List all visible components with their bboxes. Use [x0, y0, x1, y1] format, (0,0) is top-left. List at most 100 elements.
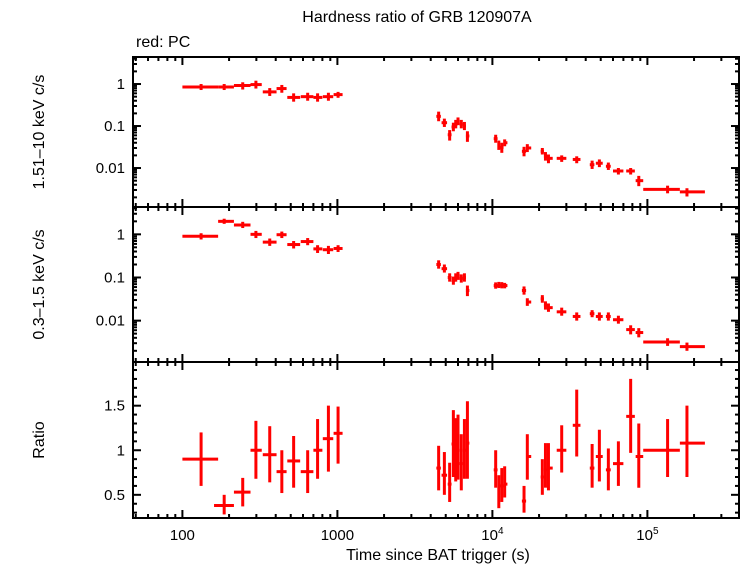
y-tick-label: 1: [117, 226, 125, 243]
data-point: [543, 152, 547, 161]
data-point: [250, 80, 262, 89]
x-tick-label: 104: [481, 526, 504, 544]
data-point: [626, 378, 635, 453]
data-point: [456, 271, 460, 280]
data-point: [233, 477, 251, 507]
data-point: [521, 146, 527, 157]
data-point: [262, 238, 277, 246]
data-point: [333, 406, 343, 464]
data-point: [287, 93, 301, 102]
y-axis-label: 0.3–1.5 keV c/s: [31, 229, 48, 339]
data-point: [556, 425, 567, 473]
x-tick-label: 100: [170, 527, 195, 544]
y-tick-label: 1: [117, 442, 125, 459]
data-point: [605, 162, 611, 170]
data-point: [543, 301, 547, 310]
data-point: [493, 282, 498, 289]
data-point: [643, 338, 680, 346]
data-point: [497, 475, 501, 509]
data-point: [459, 119, 463, 129]
data-point: [572, 312, 581, 321]
data-point: [546, 303, 553, 312]
data-point: [493, 450, 498, 488]
data-point: [465, 401, 470, 479]
data-point: [276, 450, 287, 494]
data-point: [300, 450, 314, 494]
data-point: [503, 466, 508, 498]
data-point: [276, 231, 287, 239]
data-point: [436, 260, 441, 269]
data-point: [540, 147, 544, 155]
data-point: [605, 312, 611, 321]
data-point: [436, 111, 441, 122]
data-point: [447, 130, 452, 141]
data-point: [300, 92, 314, 101]
data-point: [218, 84, 234, 91]
y-tick-label: 1.5: [104, 398, 125, 415]
data-point: [250, 230, 262, 239]
data-point: [465, 285, 470, 297]
y-tick-label: 0.01: [96, 160, 125, 177]
legend-text: red: PC: [136, 34, 190, 51]
data-point: [589, 444, 595, 488]
data-point: [613, 168, 624, 175]
data-point: [182, 84, 219, 91]
data-point: [456, 414, 460, 480]
data-point: [613, 315, 624, 324]
data-point: [218, 218, 234, 224]
data-point: [500, 142, 504, 153]
data-point: [679, 405, 705, 477]
data-point: [214, 494, 234, 515]
data-point: [595, 312, 603, 321]
x-tick-label: 1000: [321, 527, 354, 544]
data-point: [626, 325, 635, 335]
data-point: [635, 328, 644, 338]
data-point: [679, 342, 705, 351]
data-point: [572, 156, 581, 164]
data-point: [503, 282, 508, 289]
data-point: [233, 221, 251, 229]
data-point: [525, 434, 532, 480]
data-point: [595, 429, 603, 482]
panel-hard-band: 1 0.1 0.01 1.51–10 keV c/s: [31, 56, 740, 208]
y-tick-label: 0.5: [104, 487, 125, 504]
data-point: [540, 295, 544, 303]
data-point: [679, 188, 705, 197]
x-tick-label: 105: [636, 526, 659, 544]
data-point: [556, 307, 567, 316]
panel-frame: [132, 56, 740, 208]
panel-frame: [132, 206, 740, 363]
x-tick-exponent: 5: [653, 526, 659, 537]
data-point: [287, 435, 301, 488]
data-point: [635, 175, 644, 187]
data-point: [459, 434, 463, 491]
data-point: [182, 233, 219, 240]
data-point: [589, 310, 595, 318]
data-point: [262, 426, 277, 483]
data-point: [250, 420, 262, 479]
data-point: [462, 419, 466, 479]
data-point: [525, 144, 532, 153]
data-point: [447, 273, 452, 282]
data-point: [643, 185, 680, 194]
data-point: [313, 419, 323, 479]
x-tick-exponent: 4: [498, 526, 504, 537]
data-point: [626, 168, 635, 175]
y-tick-label: 0.01: [96, 313, 125, 330]
data-point: [521, 286, 527, 295]
data-point: [322, 405, 334, 472]
data-point: [572, 389, 581, 457]
data-point: [441, 452, 448, 495]
data-point: [605, 448, 611, 491]
data-point: [635, 423, 644, 488]
data-point: [322, 92, 334, 101]
chart-title: Hardness ratio of GRB 120907A: [302, 9, 532, 26]
data-point: [540, 459, 544, 495]
data-point: [589, 160, 595, 169]
data-point: [595, 159, 603, 168]
data-point: [447, 462, 452, 502]
data-point: [300, 238, 314, 246]
data-point: [287, 241, 301, 249]
data-point: [556, 155, 567, 162]
